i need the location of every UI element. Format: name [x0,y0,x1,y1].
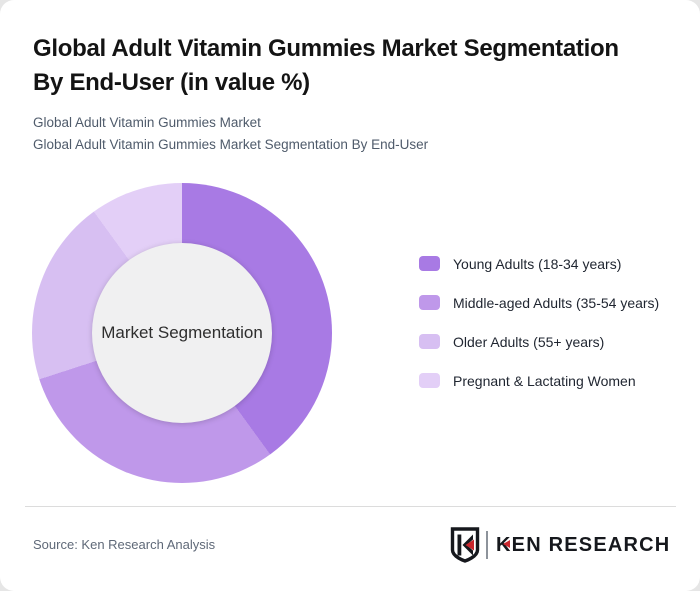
legend-item-older-adults[interactable]: Older Adults (55+ years) [419,331,689,353]
donut-center-label: Market Segmentation [101,323,263,342]
legend-label: Young Adults (18-34 years) [453,256,622,272]
legend-label: Pregnant & Lactating Women [453,373,636,389]
legend-label: Older Adults (55+ years) [453,334,605,350]
red-wedge-icon [503,539,510,548]
logo-k-letter: K [496,533,512,556]
legend-label: Middle-aged Adults (35-54 years) [453,295,660,311]
chart-legend: Young Adults (18-34 years) Middle-aged A… [419,253,689,409]
legend-swatch-icon [419,334,440,349]
legend-swatch-icon [419,373,440,388]
legend-item-young-adults[interactable]: Young Adults (18-34 years) [419,253,689,275]
page-title-line-1: Global Adult Vitamin Gummies Market Segm… [33,35,619,62]
page-title-line-2: By End-User (in value %) [33,69,310,96]
footer-divider [25,506,676,507]
donut-chart[interactable]: Market Segmentation [32,183,332,483]
subtitle-line-2: Global Adult Vitamin Gummies Market Segm… [33,137,429,152]
ken-research-logo: K EN RESEARCH [450,527,670,563]
legend-swatch-icon [419,295,440,310]
logo-separator [486,531,488,559]
chart-subtitles: Global Adult Vitamin Gummies Market Glob… [33,112,653,156]
source-text: Source: Ken Research Analysis [33,537,216,552]
donut-hole: Market Segmentation [92,243,272,423]
logo-text: K EN RESEARCH [496,534,670,557]
legend-item-middle-aged-adults[interactable]: Middle-aged Adults (35-54 years) [419,292,689,314]
logo-rest: EN RESEARCH [511,533,671,556]
ken-research-shield-icon [450,527,480,563]
legend-item-pregnant-lactating-women[interactable]: Pregnant & Lactating Women [419,370,689,392]
subtitle-line-1: Global Adult Vitamin Gummies Market [33,115,261,130]
legend-swatch-icon [419,256,440,271]
page-title: Global Adult Vitamin Gummies Market Segm… [33,32,673,100]
